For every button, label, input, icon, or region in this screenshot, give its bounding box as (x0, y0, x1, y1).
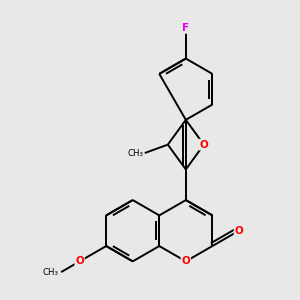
Text: O: O (235, 226, 243, 236)
Text: CH₃: CH₃ (128, 148, 144, 158)
Text: O: O (182, 256, 190, 266)
Text: CH₃: CH₃ (43, 268, 59, 277)
Text: O: O (75, 256, 84, 266)
Text: F: F (182, 23, 189, 33)
Text: O: O (200, 140, 208, 150)
